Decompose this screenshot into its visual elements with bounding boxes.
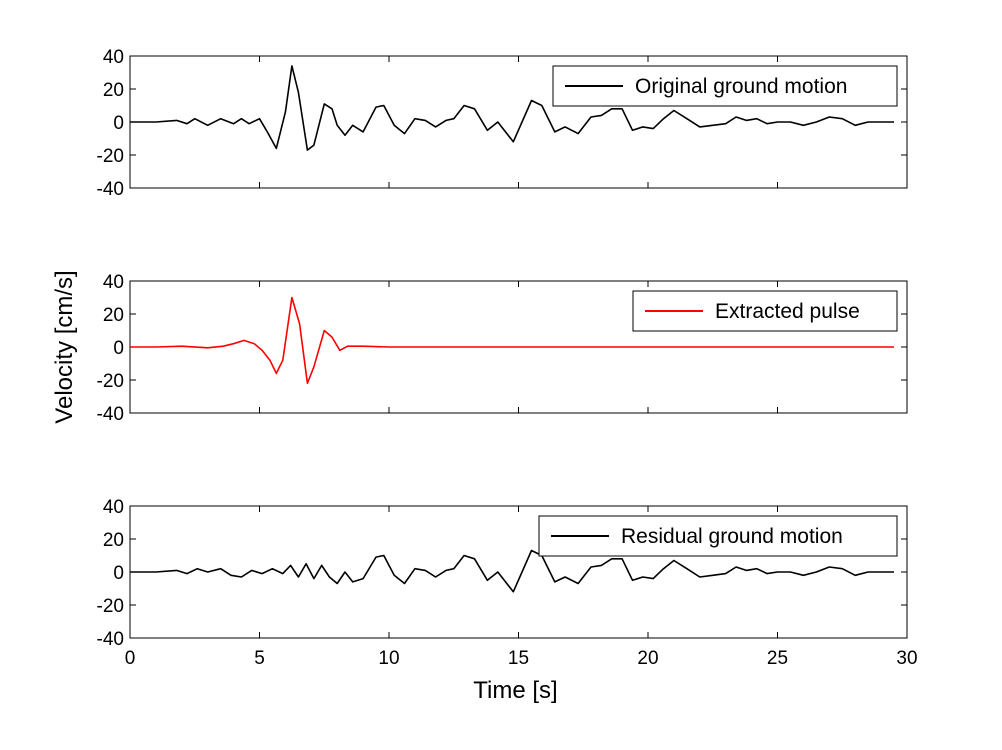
x-tick-label: 15 — [508, 648, 529, 669]
x-tick-label: 30 — [896, 648, 917, 669]
y-tick-label: 40 — [103, 272, 124, 293]
series-line-3-1 — [130, 549, 894, 593]
panel-2: 40 20 0 -20 -40 Extracted pulse — [97, 272, 908, 425]
y-tick-label: 20 — [103, 80, 124, 101]
legend-label: Residual ground motion — [621, 525, 843, 548]
y-tick-label: 40 — [103, 47, 124, 68]
y-tick-label: 40 — [103, 497, 124, 518]
y-tick-label: 20 — [103, 530, 124, 551]
y-tick-label: -40 — [97, 179, 124, 200]
y-tick-label: 20 — [103, 305, 124, 326]
x-tick-label: 5 — [254, 648, 265, 669]
x-tick-label: 10 — [378, 648, 399, 669]
panels-layer: 40 20 0 -20 -40 Original ground motion 40 20 0 -2… — [97, 47, 918, 669]
y-axis-title: Velocity [cm/s] — [51, 270, 78, 423]
x-tick-label: 20 — [637, 648, 658, 669]
x-tick-label: 25 — [767, 648, 788, 669]
series-line-1-1 — [130, 65, 894, 151]
panel-1: 40 20 0 -20 -40 Original ground motion — [97, 47, 908, 200]
series-line-2-1 — [130, 296, 894, 385]
legend: Extracted pulse — [632, 290, 898, 332]
legend: Residual ground motion — [538, 515, 898, 557]
y-tick-label: 0 — [113, 338, 124, 359]
legend-label: Extracted pulse — [715, 300, 860, 323]
x-tick-label: 0 — [125, 648, 136, 669]
y-tick-label: -20 — [97, 146, 124, 167]
y-tick-label: -40 — [97, 404, 124, 425]
x-axis-title: Time [s] — [473, 677, 557, 704]
y-tick-label: -40 — [97, 629, 124, 650]
legend-label: Original ground motion — [635, 75, 847, 98]
y-tick-label: 0 — [113, 113, 124, 134]
y-tick-label: -20 — [97, 371, 124, 392]
y-tick-label: -20 — [97, 596, 124, 617]
y-tick-label: 0 — [113, 563, 124, 584]
legend: Original ground motion — [552, 65, 898, 107]
